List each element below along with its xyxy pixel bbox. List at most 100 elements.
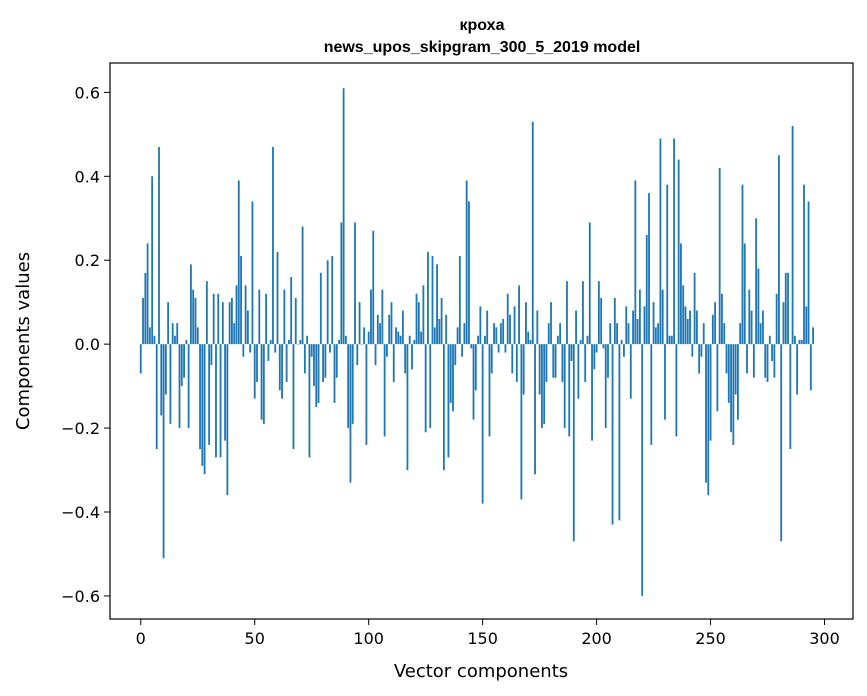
- bar-23: [192, 289, 195, 345]
- chart-title-line-2: news_upos_skipgram_300_5_2019 model: [324, 39, 641, 56]
- bar-34: [217, 293, 220, 345]
- bar-241: [689, 310, 691, 345]
- bar-102: [372, 230, 375, 345]
- bar-273: [762, 310, 764, 345]
- bar-78: [317, 344, 320, 403]
- bar-49: [251, 201, 254, 345]
- bar-245: [698, 344, 701, 374]
- bar-279: [775, 293, 778, 345]
- bar-114: [399, 335, 402, 345]
- bar-147: [474, 344, 477, 391]
- bar-202: [600, 297, 603, 345]
- bar-29: [205, 281, 208, 345]
- bar-46: [244, 285, 247, 345]
- y-tick-label: −0.6: [61, 587, 100, 606]
- bar-282: [782, 302, 785, 345]
- bar-63: [283, 289, 286, 345]
- bar-125: [424, 344, 427, 433]
- bar-95: [356, 344, 359, 366]
- bar-123: [420, 331, 423, 345]
- bar-77: [315, 344, 318, 408]
- bar-121: [415, 293, 418, 345]
- bar-2: [144, 272, 147, 345]
- bar-233: [670, 335, 673, 345]
- bar-24: [194, 297, 197, 345]
- bar-57: [269, 339, 272, 345]
- bar-99: [365, 344, 368, 445]
- x-tick-label: 150: [467, 629, 498, 648]
- bar-186: [563, 344, 566, 429]
- bar-224: [650, 344, 653, 445]
- bar-238: [682, 285, 685, 345]
- bar-69: [297, 344, 299, 345]
- bar-159: [502, 318, 505, 345]
- bar-3: [146, 243, 149, 345]
- bar-286: [791, 125, 794, 345]
- x-axis-ticks: 0 50 100 150 200 250 300: [136, 619, 840, 648]
- bar-179: [547, 323, 550, 345]
- bar-222: [645, 235, 648, 345]
- bar-150: [481, 344, 484, 504]
- bar-59: [274, 344, 277, 353]
- bar-295: [812, 327, 815, 345]
- bar-274: [764, 344, 767, 378]
- bar-277: [771, 344, 773, 361]
- bar-240: [686, 318, 689, 345]
- bar-284: [787, 272, 789, 345]
- bar-217: [634, 180, 637, 345]
- y-tick-label: −0.4: [61, 503, 100, 522]
- bar-129: [433, 327, 436, 345]
- bar-172: [531, 121, 534, 345]
- bar-94: [354, 222, 356, 345]
- bar-45: [242, 344, 245, 357]
- bar-25: [196, 327, 199, 345]
- bar-168: [522, 344, 525, 395]
- bar-194: [582, 281, 584, 345]
- bar-229: [661, 289, 664, 345]
- bar-0: [139, 344, 142, 374]
- bar-214: [627, 323, 630, 345]
- bar-250: [709, 344, 712, 441]
- bar-79: [319, 272, 322, 345]
- bar-43: [237, 180, 240, 345]
- bar-228: [659, 138, 662, 345]
- bar-53: [260, 344, 263, 420]
- bar-291: [803, 184, 805, 345]
- y-axis-label: Components values: [13, 252, 34, 430]
- bar-104: [376, 314, 379, 345]
- bar-218: [636, 318, 639, 345]
- bar-225: [652, 302, 655, 345]
- bar-97: [360, 344, 363, 345]
- bar-263: [739, 323, 742, 345]
- bar-86: [335, 344, 338, 378]
- bar-47: [246, 310, 249, 345]
- bar-96: [358, 302, 361, 345]
- bar-55: [265, 293, 268, 345]
- bar-20: [185, 339, 188, 345]
- bar-60: [276, 251, 279, 345]
- bar-197: [588, 222, 591, 345]
- bar-255: [721, 293, 723, 345]
- bar-73: [306, 335, 309, 345]
- x-tick-label: 300: [809, 629, 840, 648]
- bar-120: [413, 339, 416, 345]
- bar-143: [465, 180, 468, 345]
- bar-145: [470, 344, 473, 349]
- bar-31: [210, 344, 213, 366]
- y-tick-label: 0.6: [75, 83, 100, 102]
- bar-265: [743, 243, 746, 345]
- bar-27: [201, 344, 204, 466]
- bar-164: [513, 306, 516, 345]
- bar-54: [262, 344, 265, 424]
- bar-173: [534, 344, 536, 475]
- bar-170: [527, 331, 530, 345]
- bar-153: [488, 344, 491, 437]
- y-tick-label: 0.2: [75, 251, 100, 270]
- bar-266: [746, 344, 748, 374]
- bar-144: [468, 201, 470, 345]
- bar-193: [579, 339, 582, 345]
- bar-135: [447, 344, 450, 458]
- bar-184: [559, 323, 562, 345]
- bar-260: [732, 344, 735, 445]
- bar-175: [538, 344, 541, 395]
